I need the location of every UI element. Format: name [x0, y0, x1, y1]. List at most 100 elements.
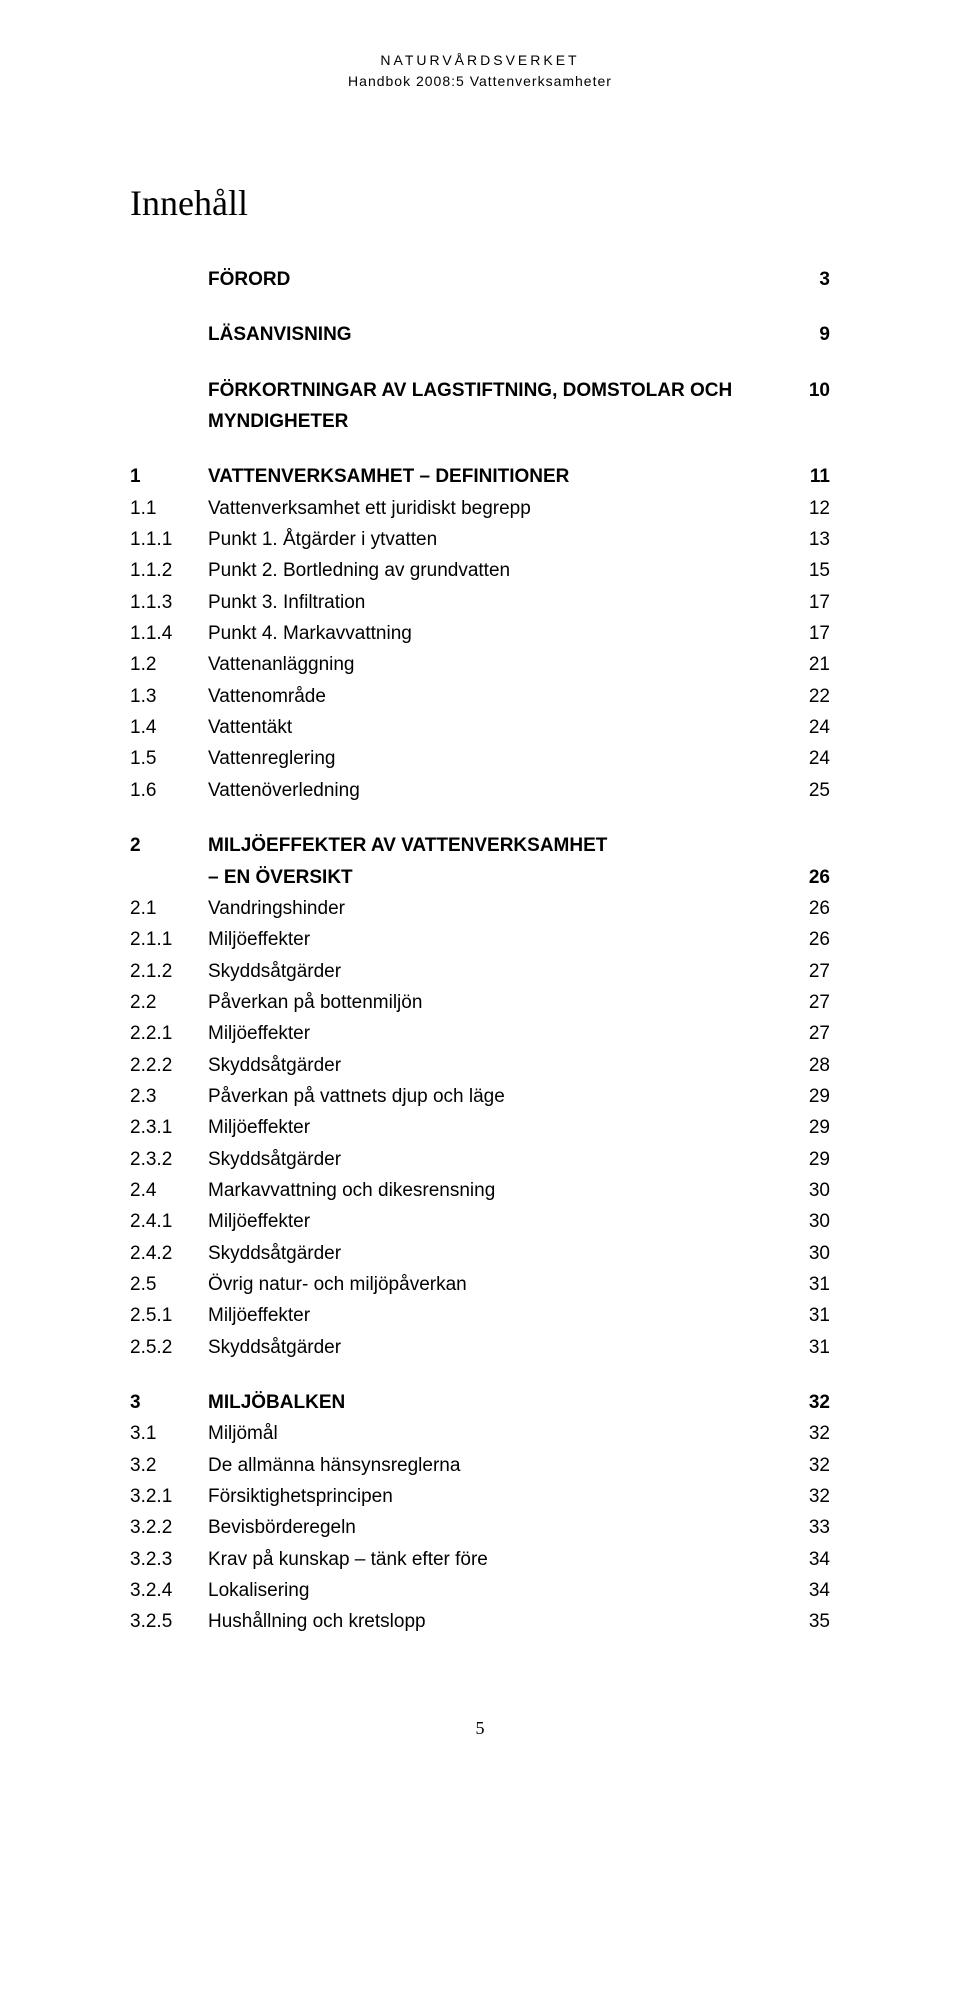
toc-entry-page: 21 [790, 649, 830, 680]
toc-entry: 2.4.1Miljöeffekter30 [130, 1206, 830, 1237]
toc-entry-label: Punkt 4. Markavvattning [208, 618, 790, 649]
toc-entry-page: 30 [790, 1175, 830, 1206]
toc-entry-page: 12 [790, 493, 830, 524]
toc-entry: 2.4Markavvattning och dikesrensning30 [130, 1175, 830, 1206]
toc-entry-number: 3.2.4 [130, 1575, 208, 1606]
toc-entry-number: 3 [130, 1387, 208, 1418]
toc-entry-page: 10 [790, 375, 830, 406]
toc-entry: 3MILJÖBALKEN32 [130, 1387, 830, 1418]
toc-entry-label: Miljöeffekter [208, 1112, 790, 1143]
toc-entry-number: 3.1 [130, 1418, 208, 1449]
toc-entry-label: Markavvattning och dikesrensning [208, 1175, 790, 1206]
toc-entry: LÄSANVISNING9 [130, 319, 830, 350]
toc-entry-page: 28 [790, 1050, 830, 1081]
toc-entry-number: 1.6 [130, 775, 208, 806]
toc-entry-page: 31 [790, 1269, 830, 1300]
toc-entry-label: Miljöeffekter [208, 1300, 790, 1331]
toc-entry-label: Vattentäkt [208, 712, 790, 743]
toc-entry: – EN ÖVERSIKT26 [130, 862, 830, 893]
toc-entry-number: 3.2.1 [130, 1481, 208, 1512]
toc-entry: 1.5Vattenreglering24 [130, 743, 830, 774]
page-header: NATURVÅRDSVERKET Handbok 2008:5 Vattenve… [130, 50, 830, 92]
toc-entry-label: FÖRKORTNINGAR AV LAGSTIFTNING, DOMSTOLAR… [208, 375, 790, 438]
toc-entry-number: 2.5.2 [130, 1332, 208, 1363]
toc-entry: 2.1.1Miljöeffekter26 [130, 924, 830, 955]
toc-entry-label: Påverkan på vattnets djup och läge [208, 1081, 790, 1112]
toc-entry-label: Vattenreglering [208, 743, 790, 774]
toc-entry-label: Skyddsåtgärder [208, 1332, 790, 1363]
section-gap [130, 295, 830, 319]
toc-entry-page: 3 [790, 264, 830, 295]
toc-entry: FÖRORD3 [130, 264, 830, 295]
toc-entry-page: 13 [790, 524, 830, 555]
toc-entry: 1.6Vattenöverledning25 [130, 775, 830, 806]
toc-entry: 3.2.3Krav på kunskap – tänk efter före34 [130, 1544, 830, 1575]
toc-entry-page: 32 [790, 1387, 830, 1418]
toc-entry: 1.1.4Punkt 4. Markavvattning17 [130, 618, 830, 649]
toc-entry: 3.2.5Hushållning och kretslopp35 [130, 1606, 830, 1637]
toc-entry: 2.2Påverkan på bottenmiljön27 [130, 987, 830, 1018]
toc-entry: 2MILJÖEFFEKTER AV VATTENVERKSAMHET [130, 830, 830, 861]
toc-entry-number: 1.1.3 [130, 587, 208, 618]
toc-entry-number: 3.2.2 [130, 1512, 208, 1543]
toc-entry-number: 2.3 [130, 1081, 208, 1112]
section-gap [130, 806, 830, 830]
toc-entry: 3.2.1Försiktighetsprincipen32 [130, 1481, 830, 1512]
document-page: NATURVÅRDSVERKET Handbok 2008:5 Vattenve… [0, 0, 960, 2000]
toc-entry-page: 24 [790, 743, 830, 774]
toc-entry-page: 22 [790, 681, 830, 712]
toc-entry-label: MILJÖEFFEKTER AV VATTENVERKSAMHET [208, 830, 790, 861]
toc-entry-page: 31 [790, 1332, 830, 1363]
toc-entry-label: FÖRORD [208, 264, 790, 295]
footer-page-number: 5 [130, 1718, 830, 1739]
toc-entry: 2.5.2Skyddsåtgärder31 [130, 1332, 830, 1363]
toc-entry-label: Punkt 1. Åtgärder i ytvatten [208, 524, 790, 555]
toc-entry-label: Miljöeffekter [208, 1206, 790, 1237]
toc-entry-number: 2.2.2 [130, 1050, 208, 1081]
toc-entry-label: Försiktighetsprincipen [208, 1481, 790, 1512]
toc-entry-page: 26 [790, 893, 830, 924]
toc-entry-page: 27 [790, 987, 830, 1018]
toc-entry-page: 27 [790, 956, 830, 987]
toc-entry-page: 26 [790, 924, 830, 955]
toc-entry-page: 26 [790, 862, 830, 893]
toc-entry: 1.1.1Punkt 1. Åtgärder i ytvatten13 [130, 524, 830, 555]
toc-entry-number: 1.5 [130, 743, 208, 774]
toc-entry-label: Punkt 3. Infiltration [208, 587, 790, 618]
table-of-contents: FÖRORD3LÄSANVISNING9FÖRKORTNINGAR AV LAG… [130, 264, 830, 1638]
toc-entry-number: 1.2 [130, 649, 208, 680]
toc-entry: 2.3.1Miljöeffekter29 [130, 1112, 830, 1143]
toc-entry-number: 3.2 [130, 1450, 208, 1481]
toc-entry: 1.1.2Punkt 2. Bortledning av grundvatten… [130, 555, 830, 586]
toc-entry-number: 1.3 [130, 681, 208, 712]
toc-entry-page: 35 [790, 1606, 830, 1637]
toc-entry-number: 2.3.2 [130, 1144, 208, 1175]
toc-entry-page: 34 [790, 1575, 830, 1606]
toc-entry: 1.3Vattenområde22 [130, 681, 830, 712]
toc-entry-page: 30 [790, 1238, 830, 1269]
toc-entry-number: 2.2.1 [130, 1018, 208, 1049]
toc-entry-page: 29 [790, 1081, 830, 1112]
toc-entry-page: 11 [790, 461, 830, 492]
toc-entry-number: 2.3.1 [130, 1112, 208, 1143]
toc-entry-label: Påverkan på bottenmiljön [208, 987, 790, 1018]
toc-entry: 2.1.2Skyddsåtgärder27 [130, 956, 830, 987]
toc-entry-label: Vattenområde [208, 681, 790, 712]
toc-entry: 2.2.1Miljöeffekter27 [130, 1018, 830, 1049]
toc-entry: 3.2De allmänna hänsynsreglerna32 [130, 1450, 830, 1481]
toc-entry: 2.5Övrig natur- och miljöpåverkan31 [130, 1269, 830, 1300]
toc-entry: 2.3Påverkan på vattnets djup och läge29 [130, 1081, 830, 1112]
toc-entry-number: 3.2.5 [130, 1606, 208, 1637]
toc-entry-label: Krav på kunskap – tänk efter före [208, 1544, 790, 1575]
page-title: Innehåll [130, 182, 830, 224]
toc-entry-label: VATTENVERKSAMHET – DEFINITIONER [208, 461, 790, 492]
toc-entry-number: 3.2.3 [130, 1544, 208, 1575]
toc-entry: 3.1Miljömål32 [130, 1418, 830, 1449]
toc-entry: 2.5.1Miljöeffekter31 [130, 1300, 830, 1331]
toc-entry-page: 34 [790, 1544, 830, 1575]
section-gap [130, 1363, 830, 1387]
toc-entry-number: 2.1.1 [130, 924, 208, 955]
toc-entry-label: Skyddsåtgärder [208, 1238, 790, 1269]
section-gap [130, 437, 830, 461]
toc-entry-number: 2.5.1 [130, 1300, 208, 1331]
